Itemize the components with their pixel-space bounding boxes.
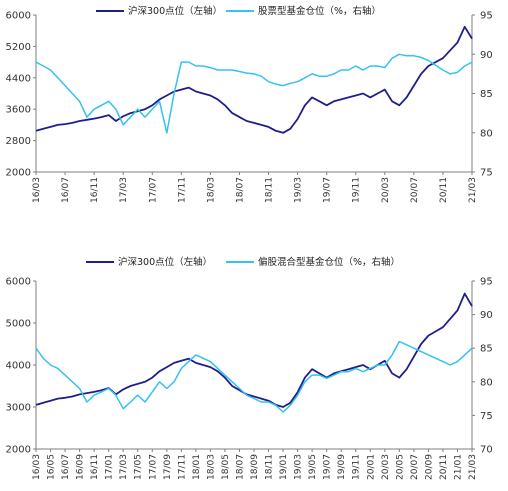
y-right-tick-label: 75 [480,411,493,422]
x-tick-label: 19/07 [323,454,333,480]
y-left-tick-label: 3000 [6,403,31,414]
chart-top: 沪深300点位（左轴） 股票型基金仓位（%，右轴） 6000 5200 4400 36… [6,5,493,203]
x-tick-label: 17/07 [148,454,158,480]
x-tick-label: 17/05 [134,454,144,480]
legend-label-mixed-fund: 偏股混合型基金仓位（%，右轴） [258,256,400,268]
x-tick-label: 17/03 [119,177,129,203]
y-right-tick-label: 80 [480,128,493,139]
y-left-tick-label: 2800 [6,136,31,147]
y-left-tick-label: 5000 [6,319,31,330]
y-left-tick-label: 2000 [6,168,31,179]
y-right-tick-label: 95 [480,11,493,22]
x-tick-label: 20/05 [395,454,405,480]
y-right-tick-label: 80 [480,377,493,388]
x-tick-label: 20/03 [381,454,391,480]
y-left-tick-label: 5200 [6,42,31,53]
x-tick-label: 20/09 [424,454,434,480]
series-line-fund-position [35,53,473,134]
x-tick-label: 21/03 [468,177,478,203]
x-tick-label: 19/09 [337,454,347,480]
series-line-fund-position [35,340,473,413]
x-tick-label: 19/03 [294,454,304,480]
y-right-tick-label: 70 [480,445,493,456]
x-tick-label: 18/01 [192,454,202,480]
x-tick-label: 16/07 [61,454,71,480]
x-tick-label: 21/01 [453,454,463,480]
x-tick-label: 17/01 [105,454,115,480]
legend-bottom: 沪深300点位（左轴） 偏股混合型基金仓位（%，右轴） [86,256,400,268]
series-bottom [35,292,473,413]
series-line-hs300 [35,25,473,134]
x-tick-label: 16/11 [90,177,100,203]
y-right-tick-label: 90 [480,50,493,61]
x-tick-label: 19/01 [279,454,289,480]
x-tick-label: 17/11 [177,177,187,203]
x-tick-label: 18/11 [265,177,275,203]
x-tick-label: 17/09 [163,454,173,480]
axes-bottom: 6000 5000 4000 3000 2000 95 90 85 80 75 70 16/03 16/… [6,277,493,480]
y-left-tick-label: 2000 [6,445,31,456]
x-tick-label: 20/01 [366,454,376,480]
y-right-tick-label: 95 [480,277,493,288]
x-tick-label: 16/09 [76,454,86,480]
series-top [35,25,473,134]
x-tick-label: 18/05 [221,454,231,480]
axes-top: 6000 5200 4400 3600 2800 2000 95 90 85 80 75 16/03 1… [6,11,493,203]
legend-label-hs300-2: 沪深300点位（左轴） [118,256,212,268]
series-line-hs300 [35,292,473,408]
legend-top: 沪深300点位（左轴） 股票型基金仓位（%，右轴） [96,5,381,17]
x-tick-label: 16/03 [32,177,42,203]
x-tick-label: 16/11 [90,454,100,480]
y-left-tick-label: 4400 [6,73,31,84]
x-tick-label: 19/03 [294,177,304,203]
x-tick-label: 16/03 [32,454,42,480]
legend-label-hs300: 沪深300点位（左轴） [128,5,222,17]
x-tick-label: 18/07 [235,177,245,203]
x-tick-label: 16/05 [47,454,57,480]
y-left-tick-label: 6000 [6,11,31,22]
x-tick-label: 19/11 [352,177,362,203]
x-tick-label: 20/11 [439,177,449,203]
y-left-tick-label: 6000 [6,277,31,288]
x-tick-label: 19/07 [323,177,333,203]
x-tick-label: 19/05 [308,454,318,480]
x-tick-label: 18/07 [235,454,245,480]
x-tick-label: 18/03 [206,454,216,480]
x-tick-label: 16/07 [61,177,71,203]
x-tick-label: 17/07 [148,177,158,203]
y-left-tick-label: 4000 [6,361,31,372]
y-right-tick-label: 75 [480,168,493,179]
x-tick-label: 17/11 [177,454,187,480]
y-left-tick-label: 3600 [6,105,31,116]
x-tick-label: 17/03 [119,454,129,480]
x-tick-label: 20/07 [410,454,420,480]
x-tick-label: 18/11 [265,454,275,480]
x-tick-label: 19/11 [352,454,362,480]
x-tick-label: 18/03 [206,177,216,203]
y-right-tick-label: 85 [480,89,493,100]
chart-bottom: 沪深300点位（左轴） 偏股混合型基金仓位（%，右轴） 6000 5000 4000… [6,256,493,480]
x-tick-label: 20/07 [410,177,420,203]
x-tick-label: 20/03 [381,177,391,203]
y-right-tick-label: 90 [480,310,493,321]
x-tick-label: 21/03 [468,454,478,480]
x-tick-label: 18/09 [250,454,260,480]
x-tick-label: 20/11 [439,454,449,480]
y-right-tick-label: 85 [480,344,493,355]
legend-label-stock-fund: 股票型基金仓位（%，右轴） [258,5,381,17]
